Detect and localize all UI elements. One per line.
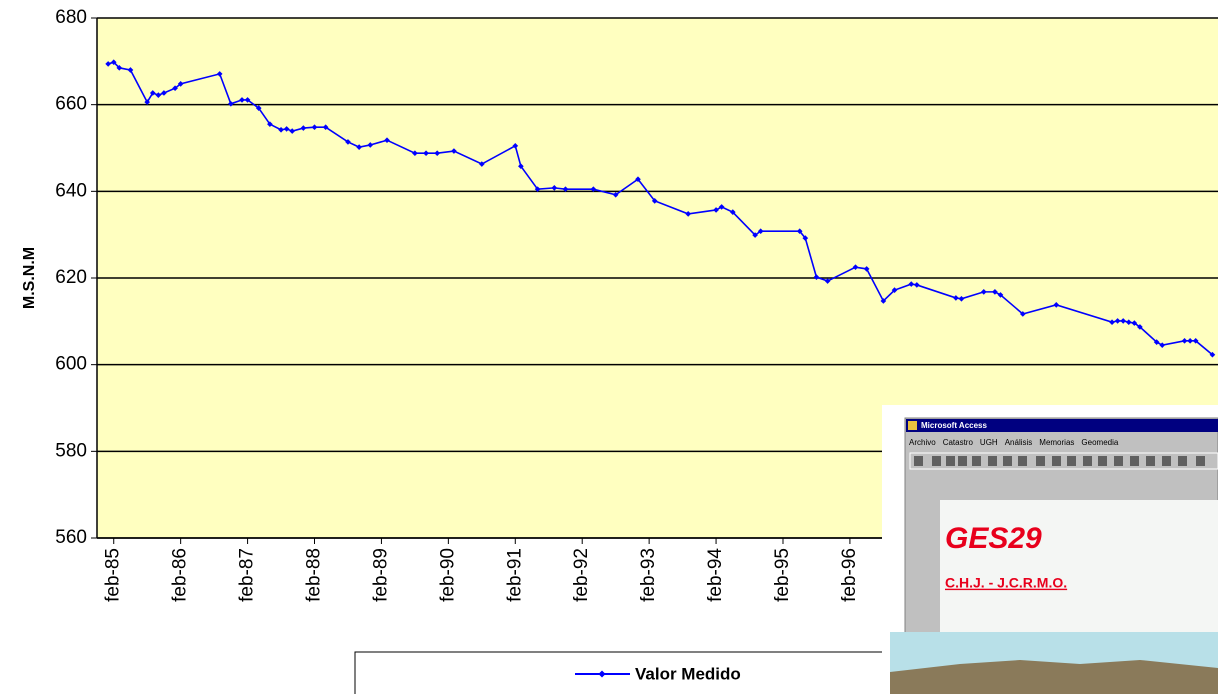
x-tick-label: feb-94 bbox=[705, 548, 726, 602]
x-tick-label: feb-91 bbox=[504, 548, 525, 602]
x-tick-label: feb-87 bbox=[237, 548, 258, 602]
menu-item: Catastro bbox=[943, 438, 974, 447]
toolbar bbox=[910, 453, 1218, 469]
y-tick-label: 680 bbox=[55, 7, 87, 28]
menu-item: UGH bbox=[980, 438, 998, 447]
window-title: Microsoft Access bbox=[921, 421, 988, 430]
chart: M.S.N.M Valor Medido 560 580 600 620 640 660 6… bbox=[0, 0, 1218, 694]
menu-item: Archivo bbox=[909, 438, 936, 447]
access-window: Microsoft Access Archivo Catastro UGH Análi… bbox=[882, 405, 1218, 694]
y-axis-label: M.S.N.M bbox=[21, 247, 38, 309]
splash bbox=[940, 500, 1218, 632]
page: M.S.N.M Valor Medido 560 580 600 620 640 660 6… bbox=[0, 0, 1218, 694]
y-tick-label: 660 bbox=[55, 94, 87, 115]
menu-item: Geomedia bbox=[1081, 438, 1118, 447]
x-tick-label: feb-88 bbox=[304, 548, 325, 602]
y-tick-label: 600 bbox=[55, 354, 87, 375]
x-tick-label: feb-93 bbox=[638, 548, 659, 602]
y-tick-label: 560 bbox=[55, 527, 87, 548]
menu-item: Memorias bbox=[1039, 438, 1074, 447]
x-tick-label: feb-89 bbox=[370, 548, 391, 602]
x-tick-label: feb-90 bbox=[437, 548, 458, 602]
x-tick-label: feb-96 bbox=[839, 548, 860, 602]
x-tick-label: feb-85 bbox=[103, 548, 124, 602]
y-tick-label: 640 bbox=[55, 180, 87, 201]
x-tick-label: feb-92 bbox=[571, 548, 592, 602]
y-tick-label: 580 bbox=[55, 440, 87, 461]
app-icon bbox=[908, 421, 917, 430]
y-tick-label: 620 bbox=[55, 267, 87, 288]
splash-subtitle: C.H.J. - J.C.R.M.O. bbox=[945, 575, 1067, 591]
x-tick-label: feb-86 bbox=[170, 548, 191, 602]
legend-label: Valor Medido bbox=[635, 664, 741, 683]
splash-title: GES29 bbox=[945, 522, 1042, 555]
menu-item: Análisis bbox=[1005, 438, 1033, 447]
x-tick-label: feb-95 bbox=[772, 548, 793, 602]
